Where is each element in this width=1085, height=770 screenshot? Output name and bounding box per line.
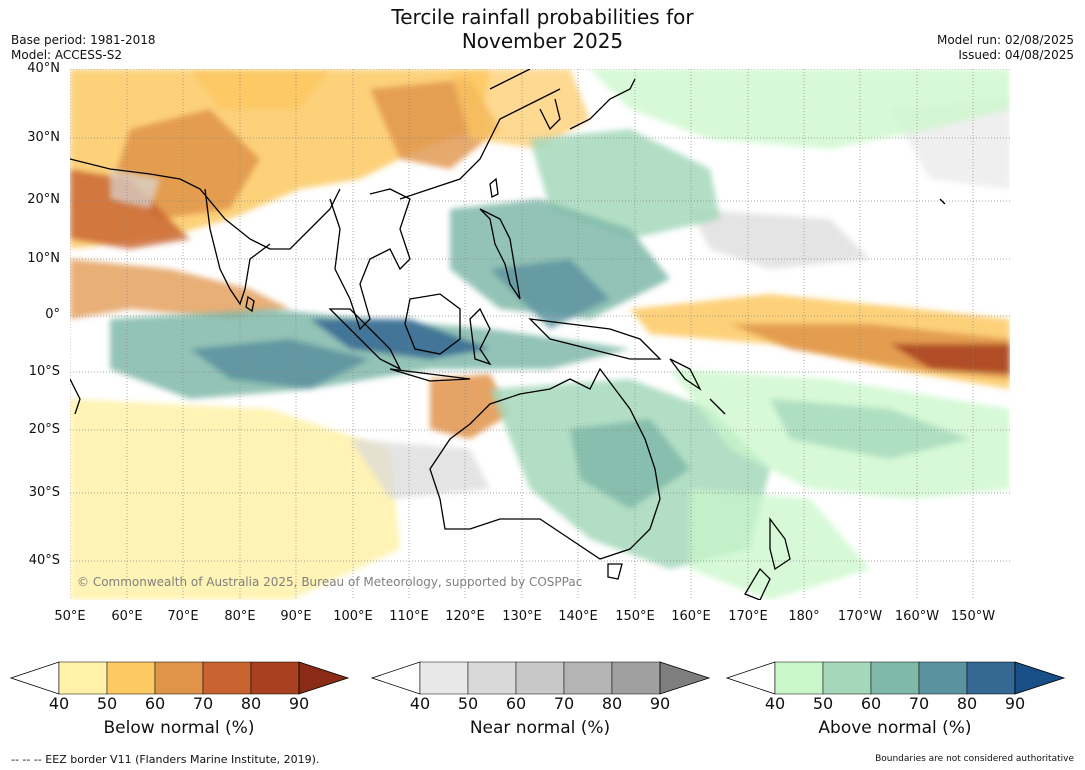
cbar3-tick-90: 90: [1004, 694, 1026, 713]
above-normal-areas: [110, 69, 1010, 600]
lat-label-40s: 40°S: [28, 553, 60, 568]
cbar1-tick-70: 70: [192, 694, 214, 713]
cbar3-tick-70: 70: [908, 694, 930, 713]
title-line1: Tercile rainfall probabilities for: [391, 5, 694, 29]
cbar2-tick-60: 60: [505, 694, 527, 713]
eez-footnote: -- -- -- EEZ border V11 (Flanders Marine…: [11, 753, 320, 766]
cbar3-tick-40: 40: [764, 694, 786, 713]
cbar2-tick-90: 90: [649, 694, 671, 713]
cbar1-tick-60: 60: [144, 694, 166, 713]
cbar3-tick-80: 80: [956, 694, 978, 713]
meta-right: Model run: 02/08/2025 Issued: 04/08/2025: [937, 33, 1074, 63]
cbar2-tick-70: 70: [553, 694, 575, 713]
lon-label-160w: 160°W: [894, 609, 940, 624]
lon-label-130e: 130°E: [502, 609, 542, 624]
map-panel: © Commonwealth of Australia 2025, Bureau…: [70, 69, 1010, 600]
lon-label-50e: 50°E: [54, 609, 86, 624]
lon-label-60e: 60°E: [111, 609, 143, 624]
cbar1-tick-40: 40: [48, 694, 70, 713]
lon-label-180: 180°: [788, 609, 820, 624]
lat-label-20s: 20°S: [28, 422, 60, 437]
cbar2-tick-40: 40: [409, 694, 431, 713]
lat-label-40n: 40°N: [27, 61, 60, 76]
meta-left: Base period: 1981-2018 Model: ACCESS-S2: [11, 33, 156, 63]
cbar3-tick-60: 60: [860, 694, 882, 713]
lon-label-80e: 80°E: [224, 609, 256, 624]
cbar1-tick-50: 50: [96, 694, 118, 713]
lat-label-30s: 30°S: [28, 485, 60, 500]
issued-text: Issued: 04/08/2025: [958, 48, 1074, 62]
map-title: Tercile rainfall probabilities for Novem…: [0, 5, 1085, 53]
cbar1-tick-90: 90: [288, 694, 310, 713]
colorbar-below-normal: 40 50 60 70 80 90 Below normal (%): [9, 660, 350, 740]
lat-label-10n: 10°N: [27, 251, 60, 266]
colorbar-near-normal-swatches: [370, 661, 711, 695]
coastlines: [70, 69, 946, 600]
graticule: [70, 69, 1010, 600]
lon-label-100e: 100°E: [333, 609, 373, 624]
lon-label-90e: 90°E: [280, 609, 312, 624]
cbar1-tick-80: 80: [240, 694, 262, 713]
cbar3-label: Above normal (%): [818, 718, 972, 738]
colorbar-below-normal-swatches: [9, 661, 350, 695]
lon-label-140e: 140°E: [558, 609, 598, 624]
lon-label-110e: 110°E: [389, 609, 429, 624]
lon-label-150e: 150°E: [615, 609, 655, 624]
lon-label-170e: 170°E: [728, 609, 768, 624]
colorbar-above-normal-swatches: [725, 661, 1066, 695]
lat-label-10s: 10°S: [28, 364, 60, 379]
cbar2-tick-80: 80: [601, 694, 623, 713]
lat-label-0: 0°: [45, 307, 60, 322]
cbar2-label: Near normal (%): [469, 718, 611, 738]
lon-label-150w: 150°W: [950, 609, 996, 624]
lon-label-70e: 70°E: [167, 609, 199, 624]
colorbar-near-normal: 40 50 60 70 80 90 Near normal (%): [370, 660, 711, 740]
cbar2-tick-50: 50: [457, 694, 479, 713]
model-text: Model: ACCESS-S2: [11, 48, 123, 62]
lon-label-170w: 170°W: [837, 609, 883, 624]
base-period-text: Base period: 1981-2018: [11, 33, 156, 47]
title-line2: November 2025: [461, 29, 624, 53]
lat-label-20n: 20°N: [27, 192, 60, 207]
copyright-text: © Commonwealth of Australia 2025, Bureau…: [77, 575, 583, 589]
model-run-text: Model run: 02/08/2025: [936, 33, 1074, 47]
map-canvas: [70, 69, 1010, 600]
lon-label-120e: 120°E: [445, 609, 485, 624]
below-normal-areas: [70, 69, 1010, 600]
cbar3-tick-50: 50: [812, 694, 834, 713]
lat-label-30n: 30°N: [27, 130, 60, 145]
cbar1-label: Below normal (%): [103, 718, 255, 738]
lon-label-160e: 160°E: [671, 609, 711, 624]
colorbar-above-normal: 40 50 60 70 80 90 Above normal (%): [725, 660, 1066, 740]
boundary-disclaimer: Boundaries are not considered authoritat…: [875, 754, 1074, 764]
